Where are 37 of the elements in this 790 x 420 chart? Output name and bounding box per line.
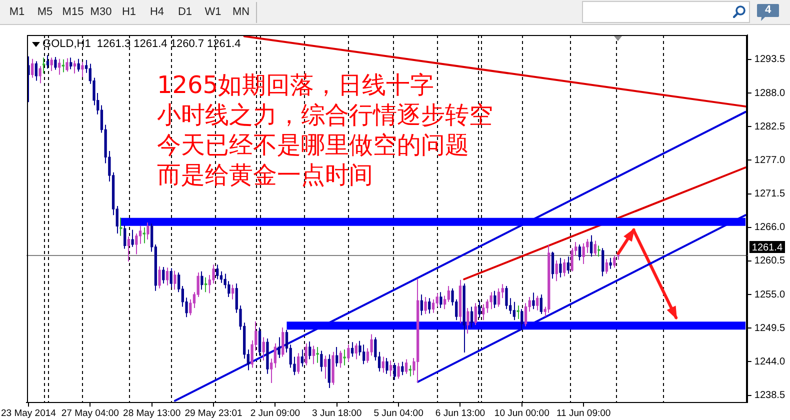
text: W1 <box>204 5 222 20</box>
y-tick-label: 1277.0 <box>754 154 786 166</box>
y-tick-label: 1238.5 <box>754 390 786 402</box>
y-tick-label: 1271.5 <box>754 188 786 200</box>
text: 4 <box>764 4 772 17</box>
x-tick-label: 2 Jun 09:00 <box>250 408 300 419</box>
chart-title: GOLD,H1 1261.3 1261.4 1260.7 1261.4 <box>42 38 241 51</box>
ref-line-label: 1261.4 <box>752 242 783 254</box>
y-tick-label: 1293.5 <box>754 54 786 66</box>
y-tick-label: 1244.0 <box>754 356 786 368</box>
text: H4 <box>148 5 166 20</box>
text: M5 <box>36 5 54 20</box>
annotation: 小时线之力，综合行情逐步转空 <box>157 100 493 130</box>
text: M15 <box>61 5 85 20</box>
x-tick-label: 29 May 23:01 <box>184 408 242 419</box>
x-tick-label: 3 Jun 18:00 <box>312 408 362 419</box>
y-tick-label: 1266.0 <box>754 222 786 234</box>
text: MN <box>231 5 251 20</box>
x-tick-label: 5 Jun 04:00 <box>374 408 424 419</box>
annotation: 今天已经不是哪里做空的问题 <box>157 130 469 160</box>
y-tick-label: 1260.5 <box>754 256 786 267</box>
y-tick-label: 1282.5 <box>754 121 786 132</box>
text: M1 <box>8 5 26 20</box>
y-tick-label: 1249.5 <box>754 322 786 334</box>
annotation: 1265如期回落，日线十字 <box>157 70 434 100</box>
y-tick-label: 1288.0 <box>754 88 786 99</box>
annotation: 而是给黄金一点时间 <box>157 160 373 190</box>
x-tick-label: 28 May 13:00 <box>123 408 181 419</box>
x-tick-label: 23 May 2014 <box>1 408 56 419</box>
text: H1 <box>120 5 138 20</box>
x-tick-label: 10 Jun 00:00 <box>494 408 550 419</box>
x-tick-label: 6 Jun 13:00 <box>435 408 486 419</box>
text: D1 <box>176 5 194 20</box>
x-tick-label: 27 May 04:00 <box>61 408 119 419</box>
text: M30 <box>89 5 113 20</box>
y-tick-label: 1255.0 <box>754 289 786 300</box>
x-tick-label: 11 Jun 09:00 <box>556 408 611 419</box>
